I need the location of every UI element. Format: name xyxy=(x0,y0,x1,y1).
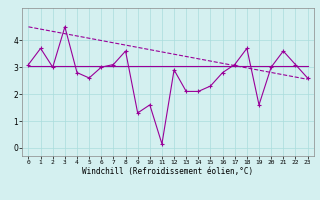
X-axis label: Windchill (Refroidissement éolien,°C): Windchill (Refroidissement éolien,°C) xyxy=(83,167,253,176)
